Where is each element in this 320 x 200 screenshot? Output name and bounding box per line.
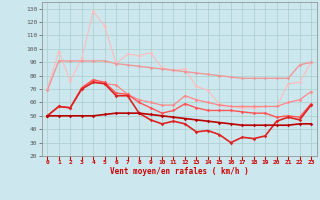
X-axis label: Vent moyen/en rafales ( km/h ): Vent moyen/en rafales ( km/h ): [110, 167, 249, 176]
